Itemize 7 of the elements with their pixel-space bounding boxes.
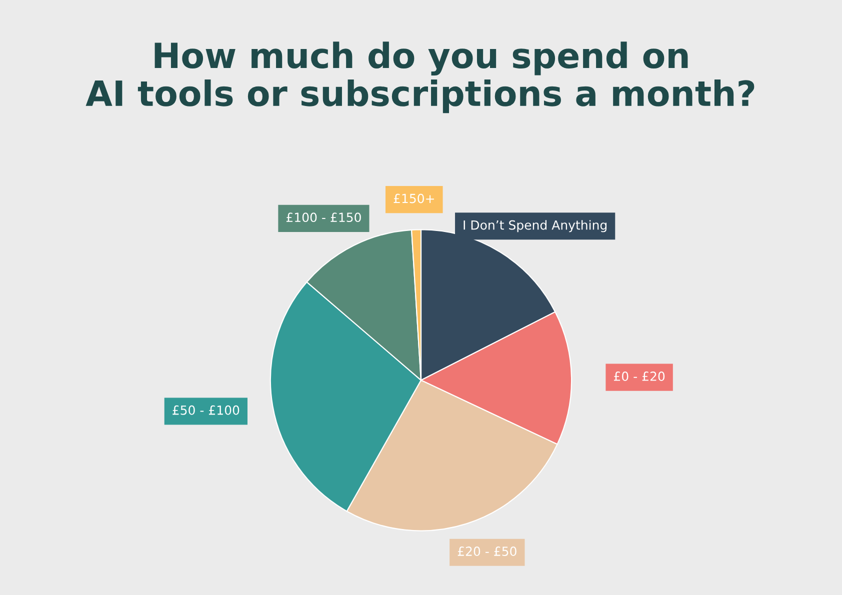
chart-title: How much do you spend on AI tools or subscriptions a month? <box>86 42 754 114</box>
slice-label: £100 - £150 <box>286 212 361 222</box>
slice-label: £150+ <box>394 194 434 204</box>
slice-label: £0 - £20 <box>614 372 665 381</box>
slice-label: £20 - £50 <box>458 546 516 556</box>
slice-label: I Don’t Spend Anything <box>464 220 606 232</box>
slice-label: £50 - £100 <box>172 405 240 415</box>
